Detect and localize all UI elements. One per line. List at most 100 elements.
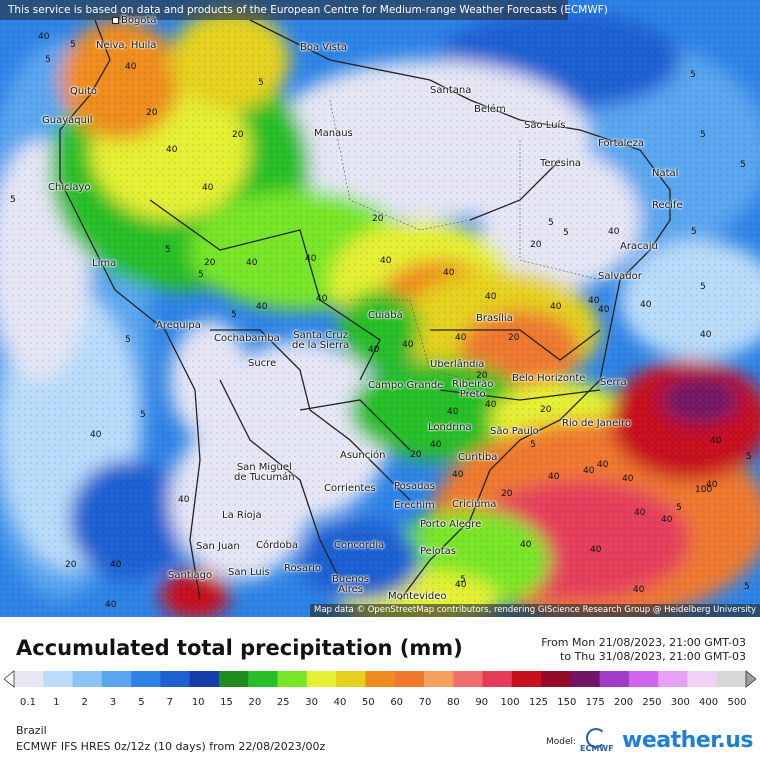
city-label: Londrina xyxy=(428,422,472,433)
city-label: Serra xyxy=(600,377,627,388)
scale-swatch xyxy=(599,671,630,687)
texture xyxy=(0,0,760,617)
contour-value-label: 40 xyxy=(485,400,497,410)
ecmwf-logo: ECMWF xyxy=(580,728,614,754)
scale-tick-label: 0.1 xyxy=(20,697,36,708)
precipitation-map: This service is based on data and produc… xyxy=(0,0,760,617)
model-label: Model: xyxy=(546,737,577,747)
contour-value-label: 40 xyxy=(105,600,117,610)
contour-value-label: 40 xyxy=(520,540,532,550)
contour-value-label: 40 xyxy=(550,302,562,312)
contour-value-label: 5 xyxy=(125,335,131,345)
legend-panel xyxy=(0,617,760,760)
model-run-label: ECMWF IFS HRES 0z/12z (10 days) from 22/… xyxy=(16,740,326,753)
contour-value-label: 5 xyxy=(140,410,146,420)
city-label: Posadas xyxy=(394,481,435,492)
city-label: San Luis xyxy=(228,567,270,578)
contour-value-label: 40 xyxy=(588,296,600,306)
city-label: Lima xyxy=(92,258,117,269)
contour-value-label: 20 xyxy=(65,560,77,570)
scale-swatch xyxy=(394,671,425,687)
scale-swatch xyxy=(541,671,571,687)
scale-swatch xyxy=(131,671,161,687)
contour-value-label: 40 xyxy=(316,294,328,304)
city-label: Uberlândia xyxy=(430,359,485,370)
contour-value-label: 20 xyxy=(204,258,216,268)
city-label: Buenos Aires xyxy=(332,574,370,595)
ecmwf-logo-icon xyxy=(586,728,606,748)
scale-swatch xyxy=(14,671,44,687)
scale-tick-label: 3 xyxy=(109,697,117,708)
contour-value-label: 40 xyxy=(256,302,268,312)
contour-value-label: 40 xyxy=(706,480,718,490)
brand-logo[interactable]: weather.us xyxy=(622,728,754,753)
contour-value-label: 40 xyxy=(430,440,442,450)
contour-value-label: 40 xyxy=(402,340,414,350)
contour-value-label: 40 xyxy=(452,470,464,480)
contour-value-label: 40 xyxy=(447,407,459,417)
contour-value-label: 40 xyxy=(125,62,137,72)
scale-swatch xyxy=(658,671,688,687)
scale-tick-label: 7 xyxy=(166,697,173,708)
city-label: Aracaju xyxy=(620,241,658,252)
contour-value-label: 5 xyxy=(700,130,706,140)
scale-swatch xyxy=(72,671,103,687)
contour-value-label: 40 xyxy=(110,560,122,570)
contour-value-label: 40 xyxy=(598,305,610,315)
city-label: Criciúma xyxy=(452,499,497,510)
contour-value-label: 5 xyxy=(530,440,536,450)
contour-value-label: 40 xyxy=(608,227,620,237)
contour-value-label: 40 xyxy=(661,515,673,525)
scale-tick-label: 500 xyxy=(727,697,747,708)
city-label: Rosario xyxy=(284,563,321,574)
attribution-top: This service is based on data and produc… xyxy=(0,0,608,20)
contour-value-label: 40 xyxy=(368,345,380,355)
scale-swatch xyxy=(511,671,542,687)
contour-value-label: 20 xyxy=(501,489,513,499)
contour-value-label: 40 xyxy=(597,460,609,470)
scale-swatch xyxy=(189,671,220,687)
scale-swatch xyxy=(716,671,747,687)
contour-value-label: 40 xyxy=(700,330,712,340)
city-label: Santiago xyxy=(168,570,213,581)
contour-value-label: 40 xyxy=(590,545,602,555)
scale-swatch xyxy=(218,671,249,687)
contour-value-label: 40 xyxy=(633,585,645,595)
contour-value-label: 20 xyxy=(232,130,244,140)
period-from: From Mon 21/08/2023, 21:00 GMT-03 xyxy=(541,636,746,649)
region-label: Brazil xyxy=(16,724,47,737)
city-label: Sucre xyxy=(248,358,277,369)
contour-value-label: 40 xyxy=(38,32,50,42)
city-label: Boa Vista xyxy=(300,42,347,53)
city-label: Recife xyxy=(652,200,683,211)
scale-tick-label: 80 xyxy=(447,697,460,708)
city-label: Guayaquil xyxy=(42,115,93,126)
contour-value-label: 20 xyxy=(476,371,488,381)
contour-value-label: 20 xyxy=(410,450,422,460)
city-label: Ribeirão Preto xyxy=(452,379,494,400)
scale-arrow-right xyxy=(745,670,757,688)
city-label: Montevideo xyxy=(388,591,447,602)
city-label: San Miguel de Tucumán xyxy=(234,462,295,483)
scale-swatch xyxy=(687,671,718,687)
scale-tick-label: 150 xyxy=(557,697,577,708)
contour-value-label: 100 xyxy=(695,485,713,495)
scale-tick-label: 50 xyxy=(361,697,375,708)
city-label: Teresina xyxy=(540,158,582,169)
city-label: San Juan xyxy=(196,541,240,552)
city-label: Belo Horizonte xyxy=(512,373,586,384)
contour-value-label: 40 xyxy=(548,472,560,482)
contour-value-label: 5 xyxy=(690,70,696,80)
city-label: Pelotas xyxy=(420,546,456,557)
scale-tick-label: 125 xyxy=(528,697,549,708)
scale-tick-label: 175 xyxy=(585,697,605,708)
contour-value-label: 5 xyxy=(231,310,237,320)
contour-value-label: 5 xyxy=(691,227,697,237)
contour-value-label: 20 xyxy=(530,240,542,250)
state-lines xyxy=(329,99,601,381)
city-label: Manaus xyxy=(314,128,353,139)
scale-tick-label: 300 xyxy=(670,697,690,708)
city-label: Arequipa xyxy=(156,320,201,331)
city-label: São Luís xyxy=(524,120,566,131)
contour-value-label: 5 xyxy=(746,452,752,462)
